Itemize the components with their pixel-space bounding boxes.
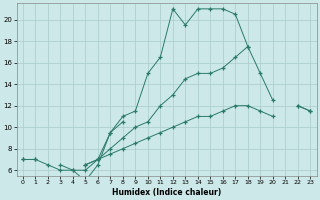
X-axis label: Humidex (Indice chaleur): Humidex (Indice chaleur): [112, 188, 221, 197]
